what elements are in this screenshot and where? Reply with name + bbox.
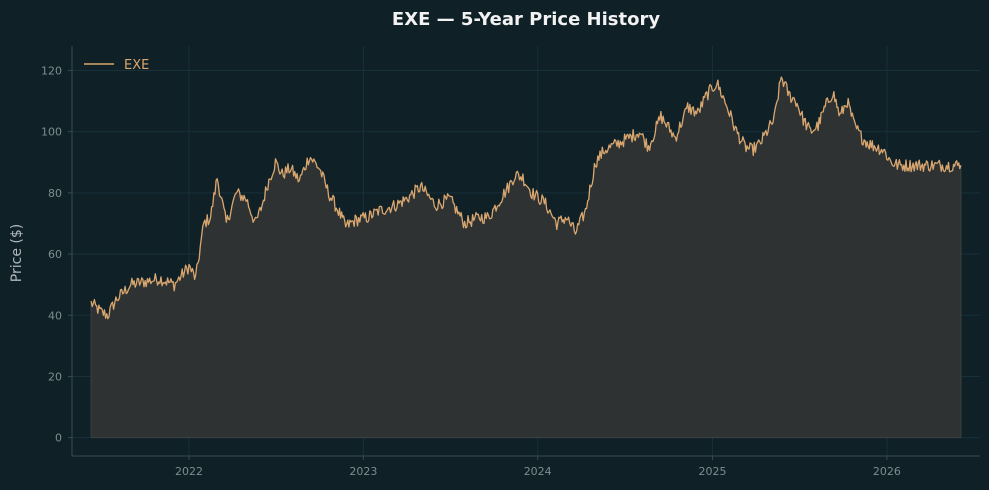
x-tick-label: 2025 bbox=[699, 465, 727, 478]
y-tick-label: 80 bbox=[48, 187, 62, 200]
legend: EXE bbox=[84, 58, 149, 73]
y-axis-label: Price ($) bbox=[9, 224, 25, 282]
y-tick-label: 60 bbox=[48, 248, 62, 261]
chart-title: EXE — 5-Year Price History bbox=[392, 9, 660, 30]
axes bbox=[71, 46, 980, 457]
y-tick-label: 40 bbox=[48, 309, 62, 322]
y-tick-label: 0 bbox=[55, 432, 62, 445]
price-line bbox=[90, 76, 962, 320]
y-axis-ticks: 0 20 40 60 80 100 120 bbox=[41, 64, 72, 445]
x-tick-label: 2023 bbox=[349, 465, 377, 478]
x-axis-ticks: 2022 2023 2024 2025 2026 bbox=[175, 456, 901, 478]
legend-label: EXE bbox=[124, 58, 149, 73]
y-tick-label: 120 bbox=[41, 64, 62, 77]
y-tick-label: 20 bbox=[48, 370, 62, 383]
x-tick-label: 2024 bbox=[524, 465, 552, 478]
x-tick-label: 2026 bbox=[873, 465, 901, 478]
x-tick-label: 2022 bbox=[175, 465, 203, 478]
y-tick-label: 100 bbox=[41, 126, 62, 139]
